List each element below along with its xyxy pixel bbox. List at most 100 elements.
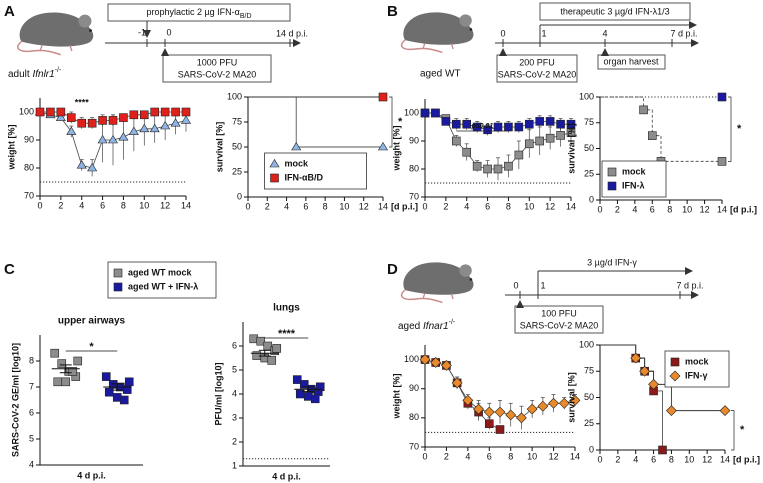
x-tick-label: 0 <box>245 201 250 211</box>
y-tick-label: 7 <box>29 381 34 391</box>
marker <box>76 160 87 169</box>
marker <box>139 110 149 120</box>
treatment-box <box>107 3 291 22</box>
x-tick-label: 6 <box>100 200 105 210</box>
y-tick-label: 0 <box>237 191 242 201</box>
x-tick-label: 4 <box>79 200 84 210</box>
marker <box>87 162 98 172</box>
annotation: * <box>737 123 742 135</box>
survival-line <box>600 96 722 162</box>
treatment-box <box>539 2 691 21</box>
y-tick-label: 75 <box>584 117 594 127</box>
x-tick-label: 10 <box>524 201 534 211</box>
x-tick-label: 12 <box>700 204 710 214</box>
marker <box>377 141 389 151</box>
x-tick-label: 2 <box>615 454 620 464</box>
marker <box>419 354 431 365</box>
marker <box>160 120 171 130</box>
y-tick-label: 70 <box>409 191 419 201</box>
timeline-tick-label: 7 d p.i. <box>670 28 697 38</box>
timeline-tick-label: 14 d p.i. <box>276 28 308 38</box>
panel-letter: D <box>387 261 398 278</box>
timeline-tick-label: 1 <box>541 28 546 38</box>
y-axis-label: survival [%] <box>214 122 224 173</box>
x-tick-label: 10 <box>682 204 692 214</box>
legend-label: mock <box>622 166 647 176</box>
marker <box>717 92 727 102</box>
marker <box>556 131 565 140</box>
marker <box>50 348 60 358</box>
marker <box>548 397 559 409</box>
y-tick-label: 80 <box>409 412 419 422</box>
y-tick-label: 6 <box>29 407 34 417</box>
legend-box <box>664 350 730 388</box>
marker <box>451 136 461 146</box>
x-tick-label: 12 <box>359 201 369 211</box>
x-tick-label: 6 <box>303 201 308 211</box>
panel-letter: A <box>4 3 15 20</box>
x-axis-label: 4 d p.i. <box>77 470 106 480</box>
marker <box>566 119 576 129</box>
mouse-icon <box>400 11 475 54</box>
y-tick-label: 80 <box>409 163 419 173</box>
marker <box>101 372 111 381</box>
marker <box>128 126 139 135</box>
marker <box>46 107 55 117</box>
marker <box>484 419 494 428</box>
infection-label: SARS-CoV-2 MA20 <box>178 69 257 79</box>
annotation: **** <box>75 97 90 107</box>
y-tick-label: 5 <box>29 433 34 443</box>
marker <box>269 158 280 168</box>
x-tick-label: 12 <box>545 201 555 211</box>
treatment-label: 3 µg/d IFN-γ <box>587 257 637 267</box>
x-tick-label: 2 <box>265 201 270 211</box>
marker <box>545 117 555 126</box>
marker <box>483 164 492 174</box>
y-tick-label: 2 <box>232 436 237 446</box>
marker <box>545 133 555 143</box>
marker <box>119 113 128 122</box>
legend-box <box>264 152 367 190</box>
x-axis-label: [d p.i.] <box>733 454 760 464</box>
x-tick-label: 6 <box>487 451 492 461</box>
y-axis-label: weight [%] <box>391 126 401 172</box>
marker <box>113 268 123 278</box>
y-axis-label: survival [%] <box>566 123 576 174</box>
marker <box>516 412 527 424</box>
marker <box>495 425 505 434</box>
marker <box>118 132 129 141</box>
x-tick-label: 2 <box>58 200 63 210</box>
y-tick-label: 3 <box>232 412 237 422</box>
marker <box>77 118 87 128</box>
y-tick-label: 70 <box>24 190 34 200</box>
marker <box>648 378 659 390</box>
harvest-label: organ harvest <box>603 56 659 66</box>
panel-letter: B <box>387 3 398 20</box>
y-tick-label: 75 <box>232 116 242 126</box>
marker <box>524 119 534 129</box>
x-tick-label: 0 <box>422 451 427 461</box>
y-tick-label: 80 <box>24 162 34 172</box>
marker <box>569 394 581 406</box>
annotation: * <box>398 116 403 128</box>
timeline-tick-label: 0 <box>500 28 505 38</box>
timeline-tick-label: -1 <box>138 27 146 37</box>
marker <box>431 108 440 118</box>
timeline-tick-label: 0 <box>513 280 518 290</box>
timeline-tick-label: 7 d p.i. <box>676 280 703 290</box>
y-tick-label: 1 <box>232 460 237 470</box>
marker <box>493 164 503 174</box>
marker <box>462 119 472 129</box>
x-tick-label: 8 <box>508 451 513 461</box>
harvest-box <box>597 54 666 70</box>
marker <box>68 367 78 376</box>
marker <box>670 357 680 367</box>
mouse-icon <box>400 261 475 304</box>
x-tick-label: 0 <box>422 201 427 211</box>
x-tick-label: 10 <box>527 451 537 461</box>
x-tick-label: 4 <box>465 451 470 461</box>
legend-label: aged WT + IFN-λ <box>128 281 198 291</box>
marker <box>55 112 66 121</box>
y-tick-label: 50 <box>232 141 242 151</box>
y-tick-label: 0 <box>589 194 594 204</box>
